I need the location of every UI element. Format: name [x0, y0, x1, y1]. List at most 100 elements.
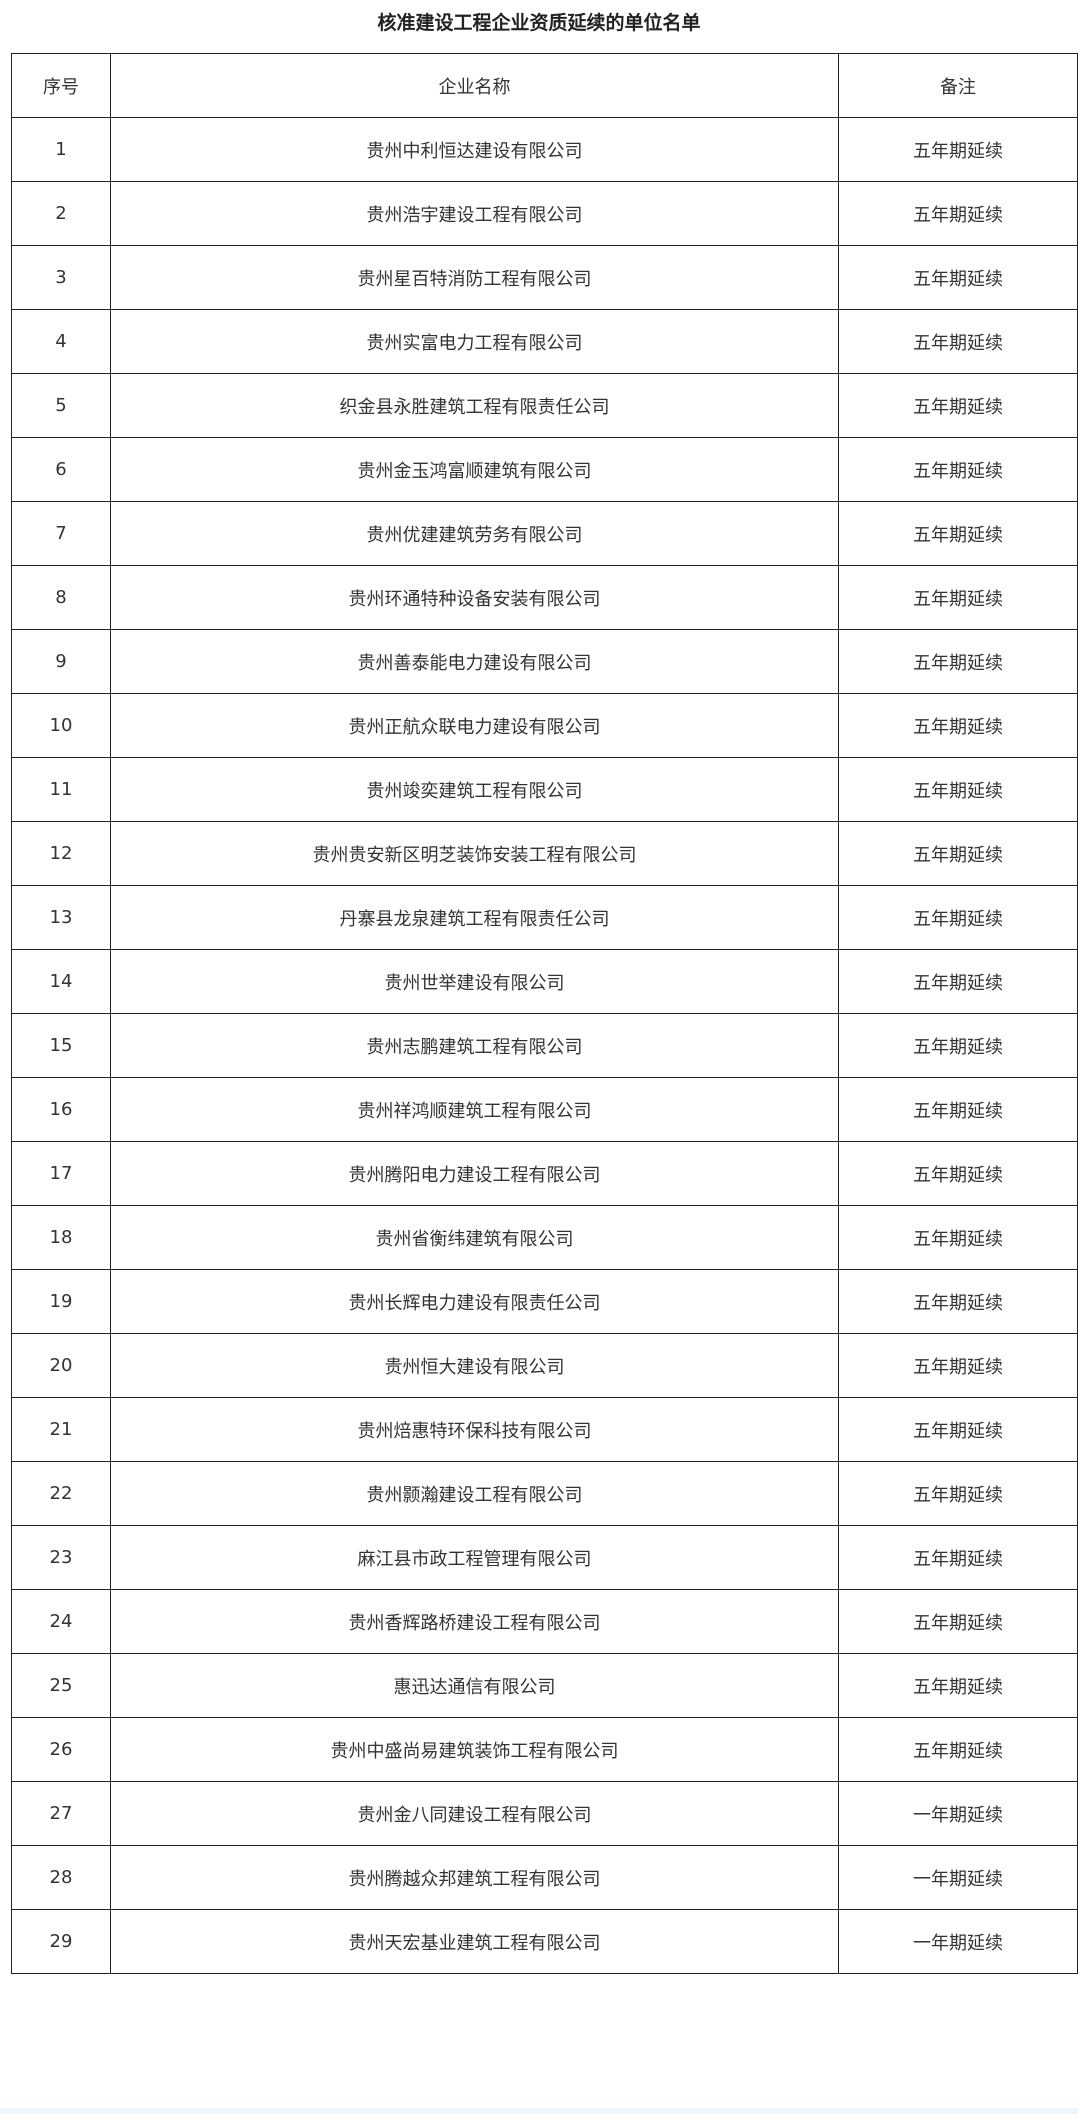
company-name: 贵州长辉电力建设有限责任公司 — [110, 1269, 839, 1334]
row-index: 4 — [11, 309, 111, 374]
row-index: 19 — [11, 1269, 111, 1334]
row-index: 20 — [11, 1333, 111, 1398]
row-index: 17 — [11, 1141, 111, 1206]
row-index: 22 — [11, 1461, 111, 1526]
row-index: 25 — [11, 1653, 111, 1718]
remark: 五年期延续 — [838, 1397, 1078, 1462]
company-name: 贵州志鹏建筑工程有限公司 — [110, 1013, 839, 1078]
remark: 五年期延续 — [838, 1205, 1078, 1270]
row-index: 29 — [11, 1909, 111, 1974]
header-company-name: 企业名称 — [110, 53, 839, 118]
row-index: 14 — [11, 949, 111, 1014]
table-row: 27 贵州金八同建设工程有限公司 一年期延续 — [11, 1781, 1078, 1846]
company-name: 贵州善泰能电力建设有限公司 — [110, 629, 839, 694]
company-name: 麻江县市政工程管理有限公司 — [110, 1525, 839, 1590]
remark: 一年期延续 — [838, 1845, 1078, 1910]
remark: 五年期延续 — [838, 181, 1078, 246]
company-name: 贵州天宏基业建筑工程有限公司 — [110, 1909, 839, 1974]
table-row: 22 贵州颢瀚建设工程有限公司 五年期延续 — [11, 1461, 1078, 1526]
table-row: 7 贵州优建建筑劳务有限公司 五年期延续 — [11, 501, 1078, 566]
remark: 五年期延续 — [838, 501, 1078, 566]
row-index: 24 — [11, 1589, 111, 1654]
row-index: 21 — [11, 1397, 111, 1462]
remark: 五年期延续 — [838, 629, 1078, 694]
table-row: 1 贵州中利恒达建设有限公司 五年期延续 — [11, 117, 1078, 182]
remark: 五年期延续 — [838, 1653, 1078, 1718]
table-row: 6 贵州金玉鸿富顺建筑有限公司 五年期延续 — [11, 437, 1078, 502]
table-row: 3 贵州星百特消防工程有限公司 五年期延续 — [11, 245, 1078, 310]
company-name: 贵州恒大建设有限公司 — [110, 1333, 839, 1398]
company-name: 贵州贵安新区明芝装饰安装工程有限公司 — [110, 821, 839, 886]
company-name: 织金县永胜建筑工程有限责任公司 — [110, 373, 839, 438]
remark: 五年期延续 — [838, 821, 1078, 886]
remark: 五年期延续 — [838, 437, 1078, 502]
table-row: 11 贵州竣奕建筑工程有限公司 五年期延续 — [11, 757, 1078, 822]
table-row: 16 贵州祥鸿顺建筑工程有限公司 五年期延续 — [11, 1077, 1078, 1142]
row-index: 18 — [11, 1205, 111, 1270]
remark: 五年期延续 — [838, 245, 1078, 310]
company-name: 贵州正航众联电力建设有限公司 — [110, 693, 839, 758]
company-name: 贵州星百特消防工程有限公司 — [110, 245, 839, 310]
table-row: 15 贵州志鹏建筑工程有限公司 五年期延续 — [11, 1013, 1078, 1078]
table-row: 26 贵州中盛尚易建筑装饰工程有限公司 五年期延续 — [11, 1717, 1078, 1782]
remark: 一年期延续 — [838, 1781, 1078, 1846]
remark: 五年期延续 — [838, 949, 1078, 1014]
row-index: 28 — [11, 1845, 111, 1910]
row-index: 13 — [11, 885, 111, 950]
remark: 五年期延续 — [838, 757, 1078, 822]
row-index: 1 — [11, 117, 111, 182]
table-row: 29 贵州天宏基业建筑工程有限公司 一年期延续 — [11, 1909, 1078, 1974]
remark: 五年期延续 — [838, 373, 1078, 438]
table-row: 12 贵州贵安新区明芝装饰安装工程有限公司 五年期延续 — [11, 821, 1078, 886]
company-list-table: 序号 企业名称 备注 1 贵州中利恒达建设有限公司 五年期延续 2 贵州浩宇建设工程有限… — [11, 53, 1078, 1974]
company-name: 贵州世举建设有限公司 — [110, 949, 839, 1014]
company-name: 贵州金八同建设工程有限公司 — [110, 1781, 839, 1846]
remark: 五年期延续 — [838, 1717, 1078, 1782]
row-index: 8 — [11, 565, 111, 630]
row-index: 7 — [11, 501, 111, 566]
table-row: 2 贵州浩宇建设工程有限公司 五年期延续 — [11, 181, 1078, 246]
row-index: 5 — [11, 373, 111, 438]
company-name: 贵州优建建筑劳务有限公司 — [110, 501, 839, 566]
company-name: 贵州中盛尚易建筑装饰工程有限公司 — [110, 1717, 839, 1782]
row-index: 3 — [11, 245, 111, 310]
table-row: 14 贵州世举建设有限公司 五年期延续 — [11, 949, 1078, 1014]
row-index: 15 — [11, 1013, 111, 1078]
company-name: 贵州香辉路桥建设工程有限公司 — [110, 1589, 839, 1654]
company-name: 贵州省衡纬建筑有限公司 — [110, 1205, 839, 1270]
table-row: 25 惠迅达通信有限公司 五年期延续 — [11, 1653, 1078, 1718]
table-row: 4 贵州实富电力工程有限公司 五年期延续 — [11, 309, 1078, 374]
company-name: 贵州浩宇建设工程有限公司 — [110, 181, 839, 246]
table-header-row: 序号 企业名称 备注 — [11, 53, 1078, 118]
row-index: 9 — [11, 629, 111, 694]
remark: 五年期延续 — [838, 565, 1078, 630]
remark: 五年期延续 — [838, 1333, 1078, 1398]
company-name: 贵州竣奕建筑工程有限公司 — [110, 757, 839, 822]
table-row: 5 织金县永胜建筑工程有限责任公司 五年期延续 — [11, 373, 1078, 438]
remark: 五年期延续 — [838, 693, 1078, 758]
table-row: 23 麻江县市政工程管理有限公司 五年期延续 — [11, 1525, 1078, 1590]
table-row: 19 贵州长辉电力建设有限责任公司 五年期延续 — [11, 1269, 1078, 1334]
remark: 五年期延续 — [838, 1269, 1078, 1334]
remark: 五年期延续 — [838, 1461, 1078, 1526]
row-index: 10 — [11, 693, 111, 758]
company-name: 贵州中利恒达建设有限公司 — [110, 117, 839, 182]
remark: 五年期延续 — [838, 309, 1078, 374]
row-index: 16 — [11, 1077, 111, 1142]
table-row: 21 贵州焙惠特环保科技有限公司 五年期延续 — [11, 1397, 1078, 1462]
company-name: 丹寨县龙泉建筑工程有限责任公司 — [110, 885, 839, 950]
table-row: 8 贵州环通特种设备安装有限公司 五年期延续 — [11, 565, 1078, 630]
table-row: 9 贵州善泰能电力建设有限公司 五年期延续 — [11, 629, 1078, 694]
remark: 五年期延续 — [838, 1013, 1078, 1078]
page-title: 核准建设工程企业资质延续的单位名单 — [377, 12, 701, 34]
remark: 五年期延续 — [838, 1525, 1078, 1590]
company-name: 贵州焙惠特环保科技有限公司 — [110, 1397, 839, 1462]
table-row: 10 贵州正航众联电力建设有限公司 五年期延续 — [11, 693, 1078, 758]
row-index: 11 — [11, 757, 111, 822]
table-row: 17 贵州腾阳电力建设工程有限公司 五年期延续 — [11, 1141, 1078, 1206]
row-index: 27 — [11, 1781, 111, 1846]
table-row: 28 贵州腾越众邦建筑工程有限公司 一年期延续 — [11, 1845, 1078, 1910]
row-index: 26 — [11, 1717, 111, 1782]
remark: 五年期延续 — [838, 1589, 1078, 1654]
table-row: 18 贵州省衡纬建筑有限公司 五年期延续 — [11, 1205, 1078, 1270]
